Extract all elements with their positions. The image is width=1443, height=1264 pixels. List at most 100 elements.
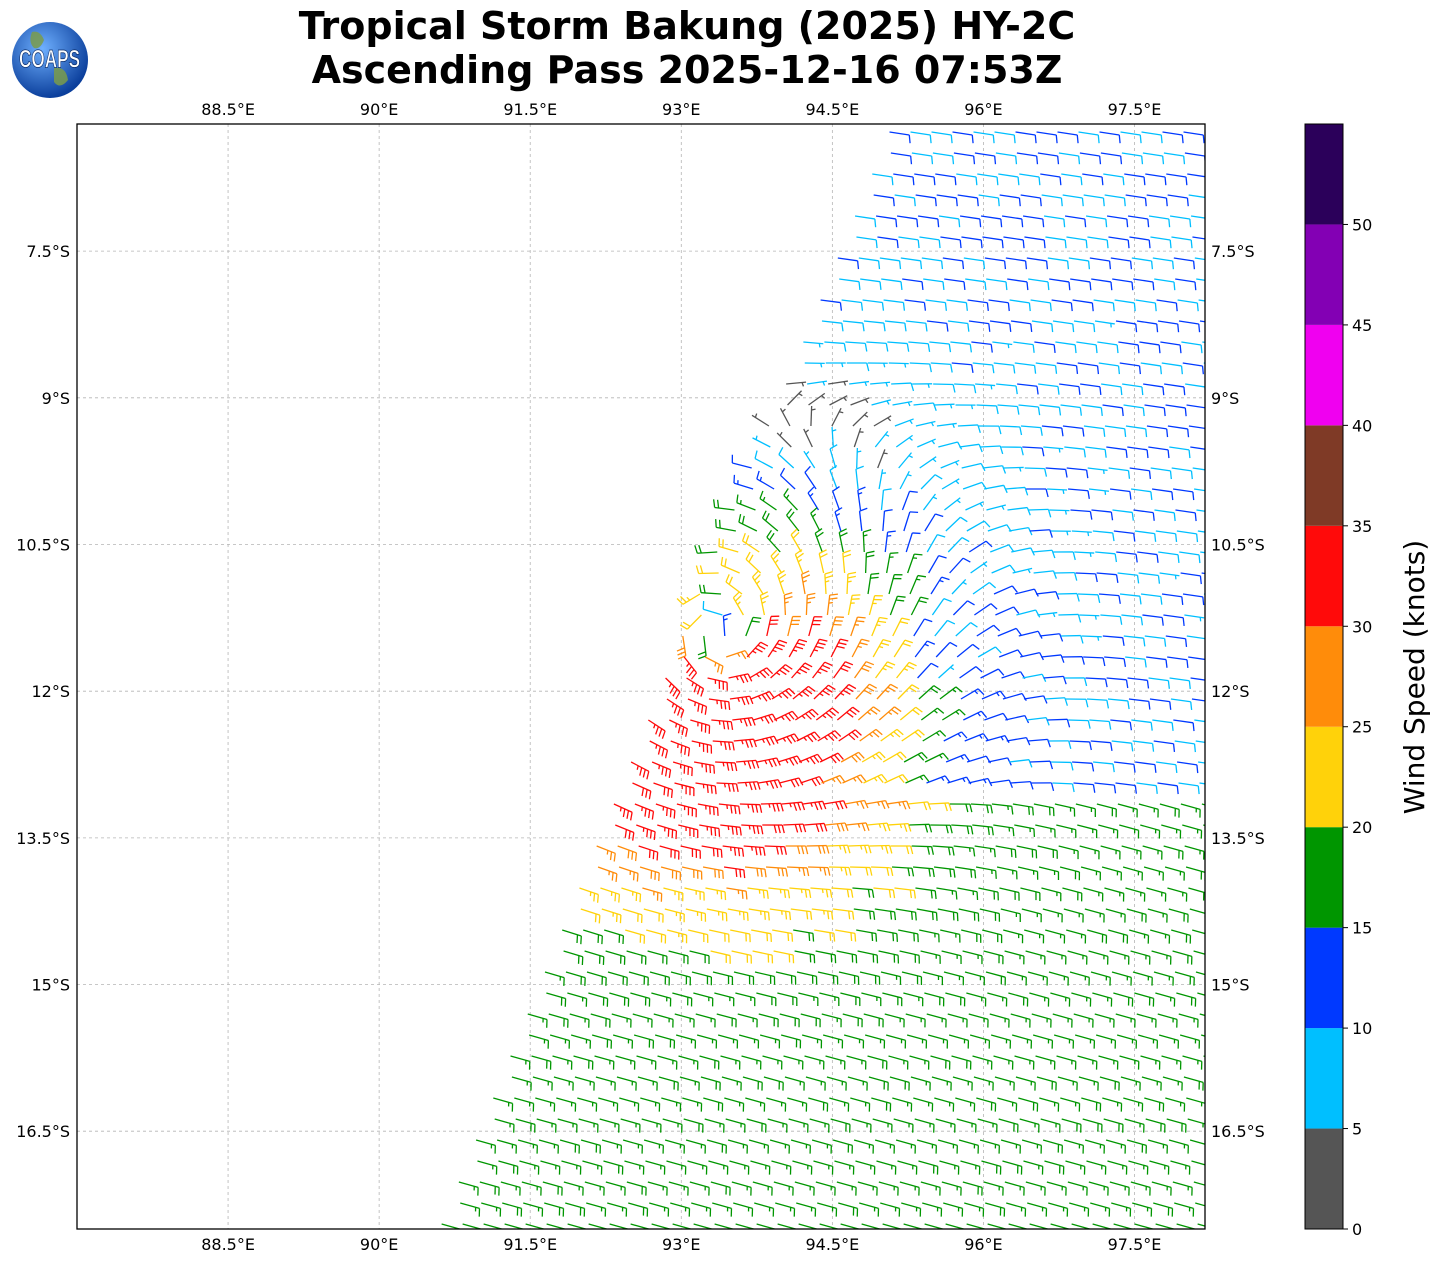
wind-barb (1099, 131, 1121, 144)
barb-feather (812, 933, 815, 942)
barb-feather (1009, 323, 1012, 332)
wind-barb (1050, 530, 1071, 536)
barb-shaft (1007, 506, 1028, 511)
wind-barb (1079, 152, 1102, 165)
wind-barb (1133, 278, 1155, 291)
wind-barb (697, 635, 707, 660)
barb-feather (999, 445, 1004, 455)
wind-barb (1102, 635, 1125, 646)
barb-shaft (824, 341, 845, 345)
barb-half-feather (801, 382, 805, 387)
barb-feather (1110, 511, 1114, 521)
barb-feather (910, 911, 913, 920)
barb-shaft (1076, 341, 1097, 346)
barb-feather (1188, 680, 1191, 690)
barb-feather (728, 701, 731, 710)
barb-shaft (940, 236, 961, 241)
wind-barb (1142, 614, 1164, 626)
wind-barb (935, 173, 957, 186)
barb-shaft (1005, 257, 1026, 262)
wind-barb (940, 236, 962, 249)
barb-shaft (910, 131, 931, 136)
wind-barb (1104, 194, 1126, 207)
wind-barb (1001, 215, 1024, 228)
barb-feather (740, 651, 747, 660)
wind-barb (1098, 593, 1121, 604)
barb-half-feather (1102, 469, 1105, 475)
wind-barb (741, 532, 760, 553)
barb-half-feather (864, 398, 869, 404)
barb-half-feather (887, 534, 892, 537)
wind-barb (808, 392, 826, 406)
barb-feather (810, 507, 818, 514)
wind-barb (1066, 467, 1089, 479)
wind-barb (980, 215, 1003, 228)
wind-barb (980, 445, 1004, 455)
barb-feather (744, 650, 751, 658)
wind-barb (1138, 572, 1161, 584)
wind-barb (776, 431, 792, 448)
barb-feather (1012, 827, 1015, 837)
barb-shaft (1064, 215, 1085, 220)
barb-feather (653, 831, 656, 841)
barb-half-feather (1087, 531, 1090, 537)
barb-feather (680, 595, 687, 603)
barb-feather (1198, 323, 1201, 333)
barb-feather (1186, 197, 1189, 207)
barb-feather (874, 218, 877, 228)
barb-feather (699, 565, 704, 574)
barb-feather (1087, 260, 1091, 270)
wind-barb (982, 465, 1007, 474)
wind-barb (800, 570, 811, 595)
wind-barb (900, 257, 923, 270)
wind-barb (931, 131, 953, 144)
barb-shaft (931, 598, 945, 616)
wind-barb (1150, 236, 1172, 249)
barb-feather (1116, 344, 1119, 354)
barb-shaft (909, 823, 930, 826)
wind-barb (1134, 530, 1157, 542)
barb-shaft (946, 299, 967, 304)
barb-feather (992, 364, 995, 374)
barb-shaft (980, 215, 1001, 220)
barb-half-feather (939, 579, 944, 583)
wind-barb (887, 341, 910, 352)
barb-feather (751, 620, 760, 623)
barb-shaft (732, 462, 752, 469)
wind-barb (1203, 362, 1205, 364)
barb-feather (720, 556, 724, 566)
barb-half-feather (979, 502, 984, 507)
wind-barb (877, 449, 888, 469)
barb-shaft (1029, 529, 1050, 532)
wind-barb (837, 257, 860, 270)
wind-barb (783, 488, 798, 511)
barb-feather (976, 197, 979, 207)
barb-shaft (1127, 215, 1148, 220)
barb-feather (1118, 134, 1121, 144)
barb-feather (857, 616, 866, 619)
barb-feather (1124, 428, 1127, 438)
wind-barb (1151, 488, 1174, 501)
barb-feather (1112, 302, 1115, 312)
barb-half-feather (723, 783, 726, 788)
barb-feather (785, 911, 788, 920)
wind-barb (1037, 152, 1060, 165)
barb-feather (1053, 344, 1056, 354)
wind-barb (930, 362, 953, 373)
wind-barb (1017, 383, 1039, 395)
barb-feather (709, 764, 712, 774)
barb-feather (856, 260, 860, 270)
wind-barb (745, 551, 762, 574)
barb-feather (1081, 197, 1084, 207)
barb-feather (718, 828, 721, 837)
barb-shaft (1125, 425, 1146, 430)
barb-shaft (1156, 299, 1177, 304)
barb-feather (754, 574, 761, 581)
barb-feather (715, 519, 717, 528)
barb-feather (1000, 218, 1003, 228)
barb-shaft (998, 173, 1019, 178)
barb-feather (950, 364, 953, 373)
barb-feather (705, 764, 708, 773)
barb-half-feather (686, 596, 691, 601)
wind-barb (915, 420, 936, 427)
